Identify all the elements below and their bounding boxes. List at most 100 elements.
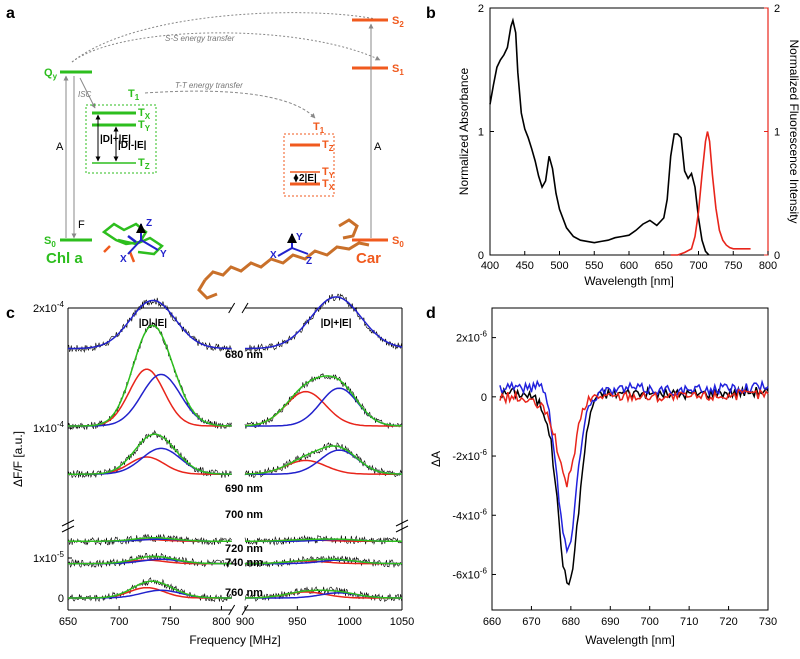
ss-transfer-arrow-upper — [71, 12, 381, 63]
chart-d-xlabel: Wavelength [nm] — [585, 633, 675, 647]
chart-d-xtick-label: 700 — [641, 616, 659, 628]
chart-d-xtick-label: 730 — [759, 616, 777, 628]
chart-c-fit-sum — [68, 433, 232, 475]
chart-b-xtick-label: 600 — [620, 260, 638, 272]
chl-split-1: |D|+|E| — [100, 134, 131, 145]
chart-c-xtick-label: 700 — [110, 616, 128, 628]
chart-c-data-trace — [244, 372, 402, 430]
chart-c-data-trace — [67, 577, 232, 603]
svg-text:TX: TX — [322, 178, 335, 192]
ss-transfer-label: S-S energy transfer — [165, 34, 235, 43]
chart-c-peak-label-right: |D|+|E| — [321, 318, 352, 329]
chart-c: 650 700 750 800 900 950 1000 1050 0 1x10-5 1x10-4 2… — [11, 293, 414, 647]
car-name: Car — [356, 250, 381, 267]
chart-b-xtick-label: 650 — [655, 260, 673, 272]
chart-c-ybreak-mark — [61, 525, 75, 533]
chart-c-xtick-label: 900 — [236, 616, 254, 628]
chl-absorption-label: A — [56, 141, 64, 153]
panel-d-label: d — [426, 305, 436, 322]
ss-transfer-arrow — [71, 32, 381, 63]
chart-c-fit-component — [67, 299, 232, 350]
chart-c-fit-sum — [68, 555, 232, 565]
chart-c-xtick-label: 950 — [288, 616, 306, 628]
svg-text:TY: TY — [322, 166, 335, 180]
chart-c-ylabel: ΔF/F [a.u.] — [11, 431, 25, 487]
chart-d-frame — [491, 307, 769, 611]
chart-c-ytick-label: 1x10-4 — [33, 420, 65, 435]
chart-c-wavelength-label: 690 nm — [225, 483, 263, 495]
svg-text:S0: S0 — [392, 235, 404, 249]
chart-c-data-trace — [67, 552, 232, 568]
svg-text:T1: T1 — [313, 121, 325, 135]
chart-c-data-trace — [67, 322, 232, 431]
chart-b-xtick-label: 500 — [550, 260, 568, 272]
chart-b-frame — [489, 7, 769, 256]
svg-text:TZ: TZ — [138, 157, 150, 171]
chl-split-2: |D|-|E| — [118, 140, 147, 151]
chart-d-ytick-label: 2x10-6 — [456, 330, 488, 345]
chart-c-fit-component — [68, 373, 232, 427]
chart-b-ytick-label: 0 — [478, 250, 484, 262]
chart-c-fit-sum — [245, 445, 403, 475]
chart-b-ytick-label: 1 — [478, 127, 484, 139]
car-levels: S2 S1 S0 A T1 TZ TY TX 2|E| Car — [283, 15, 404, 267]
chart-c-ybreak-mark — [61, 519, 75, 527]
chart-d-ytick-label: 0 — [481, 392, 487, 404]
chart-c-wavelength-label: 760 nm — [225, 587, 263, 599]
chart-c-xtick-label: 750 — [161, 616, 179, 628]
chart-c-ytick-label: 2x10-4 — [33, 300, 65, 315]
svg-text:Z: Z — [306, 256, 312, 267]
chart-c-wavelength-label: 700 nm — [225, 509, 263, 521]
panel-d: d 660 670 680 690 700 710 720 730 2x10-6 0 -2x10-6… — [426, 305, 777, 647]
chart-c-fit-sum — [68, 324, 232, 427]
chart-c-fit-sum — [245, 538, 402, 542]
chart-c-fit-sum — [68, 536, 232, 542]
tt-transfer-label: T-T energy transfer — [175, 81, 243, 90]
panel-b-label: b — [426, 5, 436, 22]
svg-text:Z: Z — [146, 218, 152, 229]
chart-d: 660 670 680 690 700 710 720 730 2x10-6 0 -2x10-6 -4… — [429, 307, 777, 647]
panel-c: c 650 700 750 800 900 950 1000 1050 0 1x10-5 1x10-… — [6, 293, 414, 647]
car-molecule — [197, 218, 370, 300]
chart-c-data-trace — [67, 429, 232, 479]
chart-c-fit-sum — [68, 580, 232, 599]
chl-molecule — [101, 222, 164, 263]
chart-c-xtick-label: 800 — [212, 616, 230, 628]
chart-d-xtick-label: 710 — [680, 616, 698, 628]
chart-c-xbreak-mark — [228, 604, 236, 616]
chart-d-ytick-label: -6x10-6 — [452, 566, 487, 581]
chart-c-ybreak-mark — [395, 519, 409, 527]
chart-b-xtick-label: 750 — [724, 260, 742, 272]
chl-axes: Z X Y — [120, 218, 167, 265]
svg-text:Y: Y — [296, 232, 303, 243]
chart-b-series-absorbance — [489, 17, 710, 256]
tt-transfer-arrow — [144, 90, 316, 119]
chl-levels: Qy S0 A F ISC T1 TX TY TZ |D|+|E| |D|-|E… — [44, 67, 157, 267]
chart-c-wavelength-label: 720 nm — [225, 543, 263, 555]
chart-c-fit-component — [68, 368, 232, 427]
chart-b-y2label: Normalized Fluorescence Intensity — [787, 39, 800, 223]
chart-b-xlabel: Wavelength [nm] — [584, 274, 674, 288]
chart-b-xtick-label: 450 — [516, 260, 534, 272]
chart-c-xtick-label: 1000 — [337, 616, 361, 628]
chart-d-series-red — [499, 388, 769, 488]
chart-b-xtick-label: 550 — [585, 260, 603, 272]
chl-qy-label: Qy — [44, 67, 58, 81]
chart-c-fit-component — [245, 296, 403, 350]
panel-a-label: a — [6, 5, 15, 22]
chart-d-xtick-label: 690 — [601, 616, 619, 628]
chart-c-fit-sum — [245, 558, 402, 565]
svg-text:TY: TY — [138, 119, 151, 133]
svg-text:TZ: TZ — [322, 139, 334, 153]
chart-c-fit-component — [68, 447, 232, 475]
chart-d-xtick-label: 680 — [562, 616, 580, 628]
chart-b-y2tick-label: 1 — [774, 127, 780, 139]
chart-b-xtick-label: 700 — [689, 260, 707, 272]
chart-c-ybreak-mark — [395, 525, 409, 533]
chart-d-xtick-label: 720 — [719, 616, 737, 628]
chart-b-ylabel: Normalized Absorbance — [457, 67, 471, 195]
chart-c-fit-sum — [245, 589, 402, 599]
panel-a: a S-S energy transfer T-T energy transfe… — [6, 5, 404, 300]
chart-b-series-fluorescence — [670, 131, 751, 256]
chart-b-xtick-label: 800 — [759, 260, 777, 272]
